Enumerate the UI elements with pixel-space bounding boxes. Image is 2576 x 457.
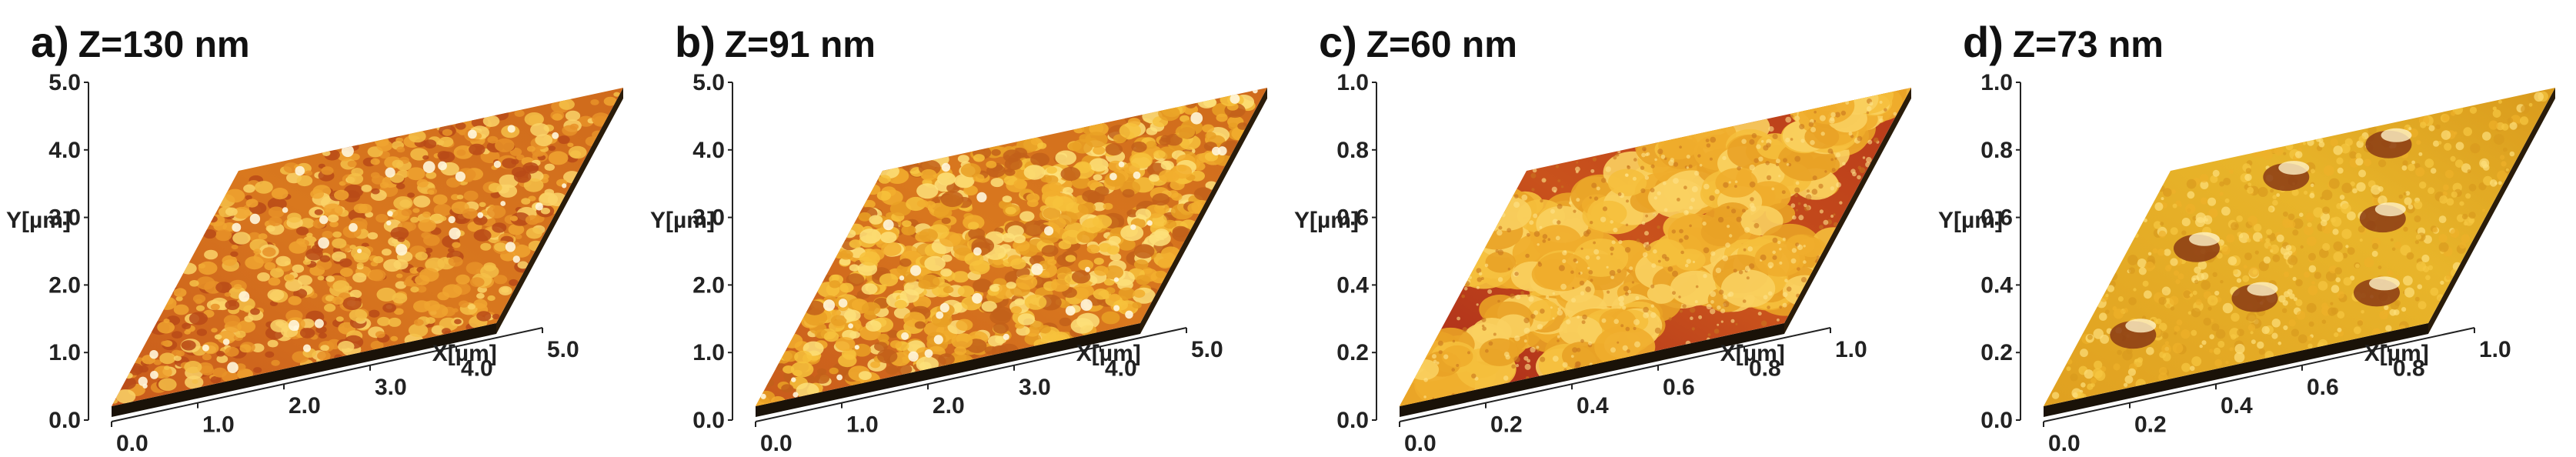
x-tick-label: 2.0	[289, 393, 321, 419]
z-range-label: Z=60 nm	[1366, 25, 1517, 65]
x-tick-label: 3.0	[375, 375, 407, 400]
y-tick-label: 0.0	[48, 408, 81, 433]
afm-surface-plot: 0.0 1.0 2.0 3.0 4.0 5.0 Y[µm] 0.0 1.0 2.0 3.0 4.0 5.…	[650, 70, 1267, 456]
y-tick-label: 0.0	[692, 408, 725, 433]
y-tick-label: 1.0	[1336, 70, 1369, 95]
y-tick-label: 0.0	[1336, 408, 1369, 433]
x-tick-label: 2.0	[933, 393, 965, 419]
x-tick-label: 0.6	[1663, 375, 1695, 400]
x-tick-label: 0.6	[2307, 375, 2339, 400]
y-tick-label: 0.2	[1336, 340, 1369, 365]
x-tick-label: 0.0	[760, 431, 792, 456]
x-tick-label: 0.0	[116, 431, 148, 456]
panel-title: c) Z=60 nm	[1319, 17, 1517, 67]
x-tick-label: 4.0	[1105, 355, 1137, 381]
y-tick-label: 0.8	[1336, 138, 1369, 163]
y-tick-label: 0.4	[1980, 272, 2013, 298]
afm-surface-plot: 0.0 0.2 0.4 0.6 0.8 1.0 Y[µm] 0.0 0.2 0.4 0.6 0.8 1.…	[1938, 70, 2555, 456]
y-tick-label: 4.0	[692, 138, 725, 163]
y-tick-label: 1.0	[692, 340, 725, 365]
afm-surface-plot: 0.0 0.2 0.4 0.6 0.8 1.0 Y[µm] 0.0 0.2 0.4 0.6 0.8 1.…	[1294, 70, 1911, 456]
x-tick-label: 0.4	[1577, 393, 1609, 419]
z-range-label: Z=73 nm	[2012, 25, 2164, 65]
panel-title: a) Z=130 nm	[31, 17, 250, 67]
surface-side-wall	[1784, 88, 1911, 334]
y-tick-label: 0.6	[1336, 205, 1369, 231]
y-tick-label: 2.0	[692, 272, 725, 298]
x-tick-label: 3.0	[1019, 375, 1051, 400]
y-tick-label: 3.0	[48, 205, 81, 231]
x-tick-label: 0.8	[1749, 355, 1781, 381]
afm-panel-a: 0.0 1.0 2.0 3.0 4.0 5.0 Y[µm] 0.0 1.0 2.0 3.0 4.0 5.…	[0, 0, 644, 457]
y-tick-label: 4.0	[48, 138, 81, 163]
y-tick-label: 1.0	[1980, 70, 2013, 95]
surface-side-wall	[1140, 88, 1267, 334]
panel-letter: c)	[1319, 18, 1357, 66]
y-tick-label: 0.6	[1980, 205, 2013, 231]
x-tick-label: 5.0	[547, 337, 579, 362]
x-tick-label: 1.0	[846, 412, 879, 438]
panel-letter: b)	[675, 18, 716, 66]
x-tick-label: 0.8	[2393, 355, 2425, 381]
y-tick-label: 2.0	[48, 272, 81, 298]
x-tick-label: 5.0	[1191, 337, 1223, 362]
panel-title: d) Z=73 nm	[1963, 17, 2164, 67]
y-tick-label: 0.2	[1980, 340, 2013, 365]
y-tick-label: 0.8	[1980, 138, 2013, 163]
y-axis-label: Y[µm]	[1938, 208, 2003, 233]
z-range-label: Z=130 nm	[78, 25, 250, 65]
surface-front-wall	[2044, 323, 2428, 417]
y-axis-label: Y[µm]	[1294, 208, 1359, 233]
surface-side-wall	[2428, 88, 2555, 334]
surface-texture	[756, 88, 1258, 406]
afm-surface-plot: 0.0 1.0 2.0 3.0 4.0 5.0 Y[µm] 0.0 1.0 2.0 3.0 4.0 5.…	[6, 70, 623, 456]
y-axis-label: Y[µm]	[6, 208, 71, 233]
x-axis-label: X[µm]	[2364, 341, 2429, 366]
x-tick-label: 0.0	[1404, 431, 1436, 456]
panel-letter: d)	[1963, 18, 2004, 66]
afm-panel-b: 0.0 1.0 2.0 3.0 4.0 5.0 Y[µm] 0.0 1.0 2.0 3.0 4.0 5.…	[644, 0, 1288, 457]
x-axis-label: X[µm]	[1720, 341, 1785, 366]
panel-letter: a)	[31, 18, 69, 66]
x-tick-label: 1.0	[2479, 337, 2511, 362]
panel-title: b) Z=91 nm	[675, 17, 876, 67]
x-tick-label: 0.2	[1490, 412, 1523, 438]
z-range-label: Z=91 nm	[724, 25, 876, 65]
x-tick-label: 0.0	[2048, 431, 2080, 456]
surface-front-wall	[1400, 323, 1784, 417]
x-axis-label: X[µm]	[432, 341, 497, 366]
x-axis-label: X[µm]	[1076, 341, 1141, 366]
surface-side-wall	[496, 88, 623, 334]
y-tick-label: 0.0	[1980, 408, 2013, 433]
y-tick-label: 3.0	[692, 205, 725, 231]
y-tick-label: 5.0	[48, 70, 81, 95]
x-tick-label: 1.0	[1835, 337, 1867, 362]
surface-front-wall	[112, 323, 496, 417]
afm-panel-d: 0.0 0.2 0.4 0.6 0.8 1.0 Y[µm] 0.0 0.2 0.4 0.6 0.8 1.…	[1932, 0, 2576, 457]
y-tick-label: 0.4	[1336, 272, 1369, 298]
surface-texture	[112, 92, 621, 404]
x-tick-label: 0.4	[2221, 393, 2253, 419]
y-tick-label: 1.0	[48, 340, 81, 365]
y-axis-label: Y[µm]	[650, 208, 715, 233]
afm-panel-c: 0.0 0.2 0.4 0.6 0.8 1.0 Y[µm] 0.0 0.2 0.4 0.6 0.8 1.…	[1288, 0, 1932, 457]
x-tick-label: 1.0	[202, 412, 235, 438]
y-tick-label: 5.0	[692, 70, 725, 95]
surface-texture	[1400, 88, 1911, 406]
x-tick-label: 4.0	[461, 355, 493, 381]
x-tick-label: 0.2	[2134, 412, 2167, 438]
surface-front-wall	[756, 323, 1140, 417]
